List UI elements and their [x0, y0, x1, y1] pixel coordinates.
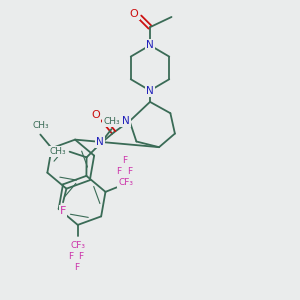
Text: O: O [130, 9, 139, 19]
Text: F: F [74, 263, 79, 272]
Text: CH₃: CH₃ [50, 147, 67, 156]
Text: O: O [91, 110, 100, 121]
Text: F: F [60, 206, 66, 216]
Text: CF₃: CF₃ [118, 178, 134, 187]
Text: N: N [122, 116, 130, 126]
Text: F: F [116, 167, 122, 176]
Text: N: N [96, 136, 104, 146]
Text: CH₃: CH₃ [103, 117, 120, 126]
Text: F: F [79, 252, 84, 261]
Text: CF₃: CF₃ [70, 241, 85, 250]
Text: N: N [146, 85, 154, 96]
Text: N: N [146, 40, 154, 50]
Text: CH₃: CH₃ [32, 121, 49, 130]
Text: F: F [127, 167, 132, 176]
Text: F: F [68, 252, 74, 261]
Text: F: F [122, 156, 127, 165]
